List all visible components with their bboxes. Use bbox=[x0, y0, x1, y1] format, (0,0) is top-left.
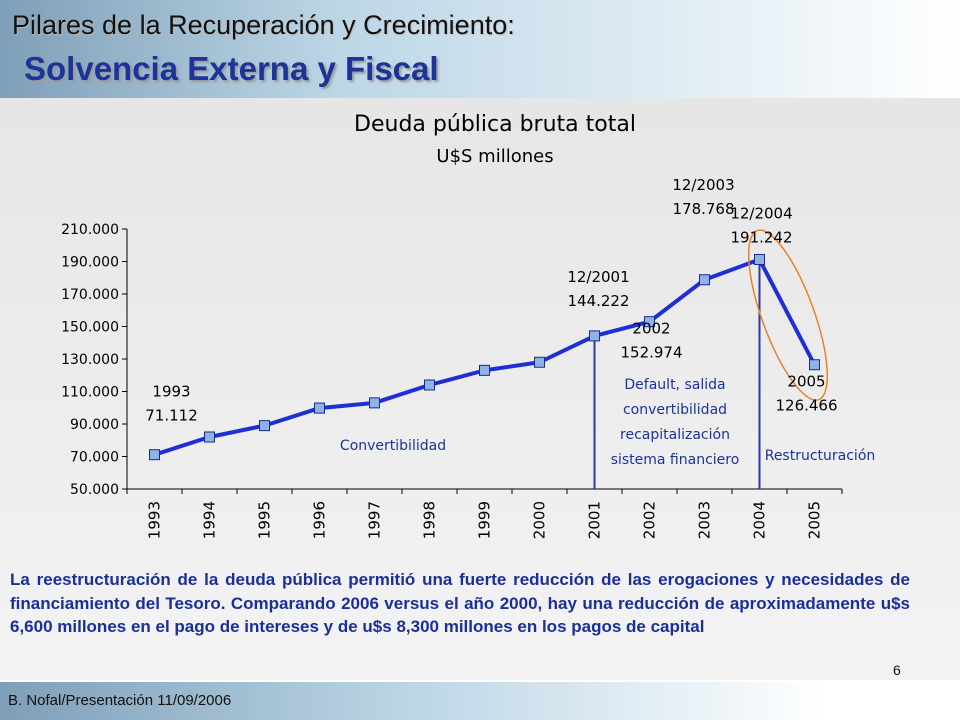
y-tick-label: 70.000 bbox=[70, 450, 119, 466]
x-tick-label: 1995 bbox=[256, 501, 274, 539]
data-annotation-label: 1993 bbox=[152, 383, 190, 401]
data-point-marker bbox=[369, 397, 380, 409]
title-banner bbox=[0, 0, 960, 98]
x-tick-label: 2005 bbox=[806, 501, 824, 539]
y-tick-label: 190.000 bbox=[61, 255, 119, 271]
data-point-marker bbox=[589, 330, 600, 342]
content-panel bbox=[0, 98, 960, 680]
data-point-marker bbox=[644, 316, 655, 328]
period-label-default: Default, salida bbox=[624, 377, 725, 393]
footer-bar bbox=[0, 682, 825, 720]
data-point-marker bbox=[809, 359, 820, 371]
x-tick-label: 1994 bbox=[201, 501, 219, 539]
footer-text: B. Nofal/Presentación 11/09/2006 bbox=[8, 692, 232, 709]
x-tick-label: 2001 bbox=[586, 501, 604, 539]
data-annotation-label: 2005 bbox=[787, 373, 825, 391]
x-tick-label: 1997 bbox=[366, 501, 384, 539]
period-label-restructuring: Restructuración bbox=[765, 448, 876, 464]
data-point-marker bbox=[314, 402, 325, 414]
data-annotation-label: 12/2001 bbox=[567, 268, 629, 286]
data-point-marker bbox=[204, 431, 215, 443]
x-tick-label: 1993 bbox=[146, 501, 164, 539]
period-label-default: sistema financiero bbox=[611, 452, 740, 468]
chart-subtitle: U$S millones bbox=[436, 146, 553, 167]
description-text: La reestructuración de la deuda pública … bbox=[10, 570, 910, 636]
x-tick-label: 2002 bbox=[641, 501, 659, 539]
y-tick-label: 170.000 bbox=[61, 287, 119, 303]
series-line bbox=[153, 257, 817, 457]
data-annotation-label: 126.466 bbox=[775, 397, 837, 415]
data-annotation-label: 2002 bbox=[632, 320, 670, 338]
y-tick-label: 150.000 bbox=[61, 320, 119, 336]
y-tick-label: 130.000 bbox=[61, 352, 119, 368]
data-point-marker bbox=[479, 364, 490, 376]
highlight-ellipse bbox=[747, 229, 829, 401]
data-annotation-label: 12/2004 bbox=[730, 204, 792, 222]
data-annotation-label: 152.974 bbox=[620, 344, 682, 362]
data-point-marker bbox=[754, 253, 765, 265]
y-tick-label: 50.000 bbox=[70, 482, 119, 498]
period-label-default: recapitalización bbox=[620, 427, 730, 443]
data-point-marker bbox=[149, 449, 160, 461]
data-annotation-label: 12/2003 bbox=[672, 176, 734, 194]
period-label-convertibility: Convertibilidad bbox=[340, 438, 446, 454]
y-tick-label: 90.000 bbox=[70, 417, 119, 433]
data-annotation-label: 178.768 bbox=[672, 200, 734, 218]
slide-subtitle: Solvencia Externa y Fiscal bbox=[24, 50, 439, 87]
x-tick-label: 2004 bbox=[751, 501, 769, 539]
data-annotation-label: 191.242 bbox=[730, 228, 792, 246]
data-point-marker bbox=[699, 274, 710, 286]
page-number: 6 bbox=[893, 662, 901, 678]
data-annotation-label: 71.112 bbox=[145, 407, 198, 425]
data-point-marker bbox=[424, 379, 435, 391]
data-point-marker bbox=[534, 356, 545, 368]
x-tick-label: 1999 bbox=[476, 501, 494, 539]
x-tick-label: 1998 bbox=[421, 501, 439, 539]
slide-title: Pilares de la Recuperación y Crecimiento… bbox=[12, 10, 515, 40]
period-label-default: convertibilidad bbox=[623, 402, 727, 418]
data-point-marker bbox=[259, 420, 270, 432]
data-annotation-label: 144.222 bbox=[567, 292, 629, 310]
x-tick-label: 1996 bbox=[311, 501, 329, 539]
x-tick-label: 2000 bbox=[531, 501, 549, 539]
y-tick-label: 110.000 bbox=[61, 385, 119, 401]
chart-title: Deuda pública bruta total bbox=[354, 112, 636, 137]
x-tick-label: 2003 bbox=[696, 501, 714, 539]
debt-line-chart: Deuda pública bruta total U$S millones 5… bbox=[61, 112, 876, 539]
y-tick-label: 210.000 bbox=[61, 222, 119, 238]
